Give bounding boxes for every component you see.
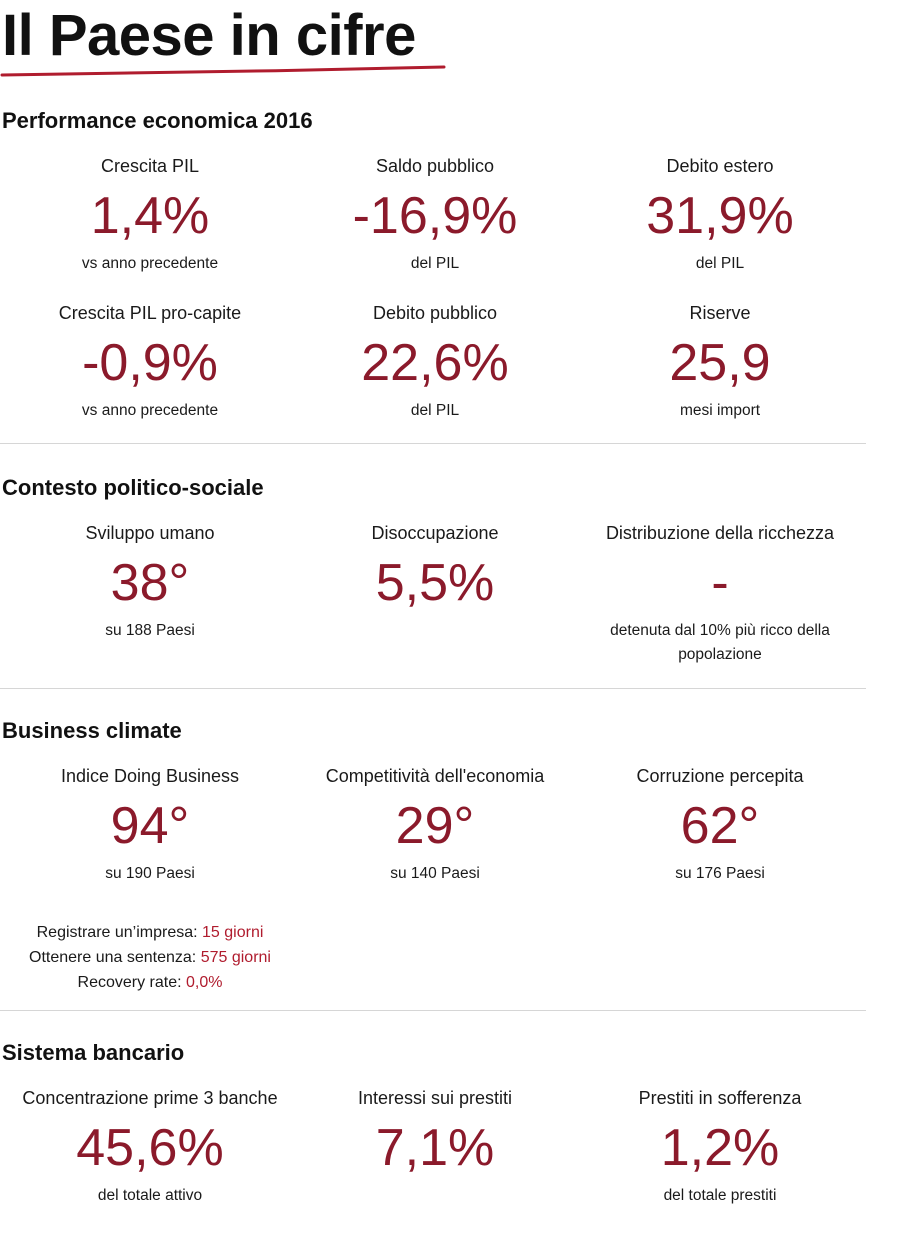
section-heading: Performance economica 2016: [2, 108, 313, 133]
metric-value: -0,9%: [82, 334, 218, 392]
extra-label: Ottenere una sentenza:: [29, 949, 197, 966]
metric-label: Disoccupazione: [371, 523, 499, 543]
metric-doing-business: Indice Doing Business 94° su 190 Paesi: [5, 764, 295, 886]
metric-crescita-pil: Crescita PIL 1,4% vs anno precedente: [5, 154, 295, 276]
section-heading: Contesto politico-sociale: [2, 475, 264, 500]
metric-value: -16,9%: [352, 187, 518, 245]
metric-value: 38°: [110, 554, 190, 612]
metric-value: 31,9%: [646, 187, 794, 245]
metric-label: Distribuzione della ricchezza: [605, 523, 835, 543]
metric-debito-estero: Debito estero 31,9% del PIL: [575, 154, 865, 276]
metric-prestiti-sofferenza: Prestiti in sofferenza 1,2% del totale p…: [575, 1086, 865, 1208]
metric-note: del totale prestiti: [663, 1187, 777, 1204]
metric-value: 1,4%: [90, 187, 210, 245]
metric-value: 1,2%: [660, 1119, 780, 1177]
metric-label: Saldo pubblico: [375, 156, 495, 176]
metric-label: Interessi sui prestiti: [357, 1088, 513, 1108]
metric-disoccupazione: Disoccupazione 5,5%: [290, 521, 580, 619]
metric-distribuzione-ricchezza: Distribuzione della ricchezza - detenuta…: [575, 521, 865, 667]
metric-competitivita: Competitività dell'economia 29° su 140 P…: [290, 764, 580, 886]
metric-value: 22,6%: [361, 334, 509, 392]
metric-note: su 188 Paesi: [105, 622, 195, 639]
metric-label: Indice Doing Business: [60, 766, 240, 786]
metric-note: del PIL: [410, 255, 460, 272]
metric-label: Corruzione percepita: [636, 766, 804, 786]
metric-debito-pubblico: Debito pubblico 22,6% del PIL: [290, 301, 580, 423]
metric-label: Crescita PIL: [100, 156, 200, 176]
metric-value: 5,5%: [375, 554, 495, 612]
extra-row-ottenere-sentenza: Ottenere una sentenza: 575 giorni: [0, 945, 300, 970]
extra-value: 0,0%: [186, 974, 223, 991]
metric-note: su 190 Paesi: [105, 865, 195, 882]
metric-note: del PIL: [695, 255, 745, 272]
page-title: Il Paese in cifre: [2, 3, 416, 68]
metric-value: 7,1%: [375, 1119, 495, 1177]
metric-crescita-pil-pro-capite: Crescita PIL pro-capite -0,9% vs anno pr…: [5, 301, 295, 423]
metric-label: Prestiti in sofferenza: [638, 1088, 802, 1108]
extra-value: 15 giorni: [202, 924, 264, 941]
metric-value: 25,9: [669, 334, 771, 392]
section-divider: [0, 443, 866, 444]
metric-value: 45,6%: [76, 1119, 224, 1177]
metric-note: mesi import: [679, 402, 761, 419]
section-divider: [0, 688, 866, 689]
metric-label: Crescita PIL pro-capite: [58, 303, 242, 323]
metric-riserve: Riserve 25,9 mesi import: [575, 301, 865, 423]
business-extras: Registrare un’impresa: 15 giorni Ottener…: [0, 920, 300, 995]
metric-value: 94°: [110, 797, 190, 855]
metric-note: del totale attivo: [97, 1187, 203, 1204]
metric-note: su 140 Paesi: [390, 865, 480, 882]
metric-saldo-pubblico: Saldo pubblico -16,9% del PIL: [290, 154, 580, 276]
extra-label: Recovery rate:: [77, 974, 182, 991]
metric-label: Concentrazione prime 3 banche: [22, 1088, 278, 1108]
extra-value: 575 giorni: [200, 949, 271, 966]
section-divider: [0, 1010, 866, 1011]
extra-row-recovery-rate: Recovery rate: 0,0%: [0, 970, 300, 995]
metric-sviluppo-umano: Sviluppo umano 38° su 188 Paesi: [5, 521, 295, 643]
metric-label: Sviluppo umano: [85, 523, 215, 543]
metric-label: Debito estero: [666, 156, 774, 176]
metric-note: detenuta dal 10% più ricco della popolaz…: [610, 622, 830, 663]
metric-interessi-prestiti: Interessi sui prestiti 7,1%: [290, 1086, 580, 1184]
metric-note: vs anno precedente: [81, 402, 219, 419]
extra-label: Registrare un’impresa:: [36, 924, 198, 941]
metric-value: 29°: [395, 797, 475, 855]
title-underline: [0, 65, 446, 77]
metric-value: 62°: [680, 797, 760, 855]
metric-value: -: [711, 554, 729, 612]
metric-note: su 176 Paesi: [675, 865, 765, 882]
section-heading: Business climate: [2, 718, 182, 743]
metric-label: Riserve: [689, 303, 751, 323]
section-heading: Sistema bancario: [2, 1040, 185, 1065]
metric-corruzione: Corruzione percepita 62° su 176 Paesi: [575, 764, 865, 886]
metric-note: vs anno precedente: [81, 255, 219, 272]
extra-row-registrare-impresa: Registrare un’impresa: 15 giorni: [0, 920, 300, 945]
metric-label: Debito pubblico: [372, 303, 498, 323]
metric-note: del PIL: [410, 402, 460, 419]
metric-label: Competitività dell'economia: [325, 766, 545, 786]
metric-concentrazione-banche: Concentrazione prime 3 banche 45,6% del …: [5, 1086, 295, 1208]
